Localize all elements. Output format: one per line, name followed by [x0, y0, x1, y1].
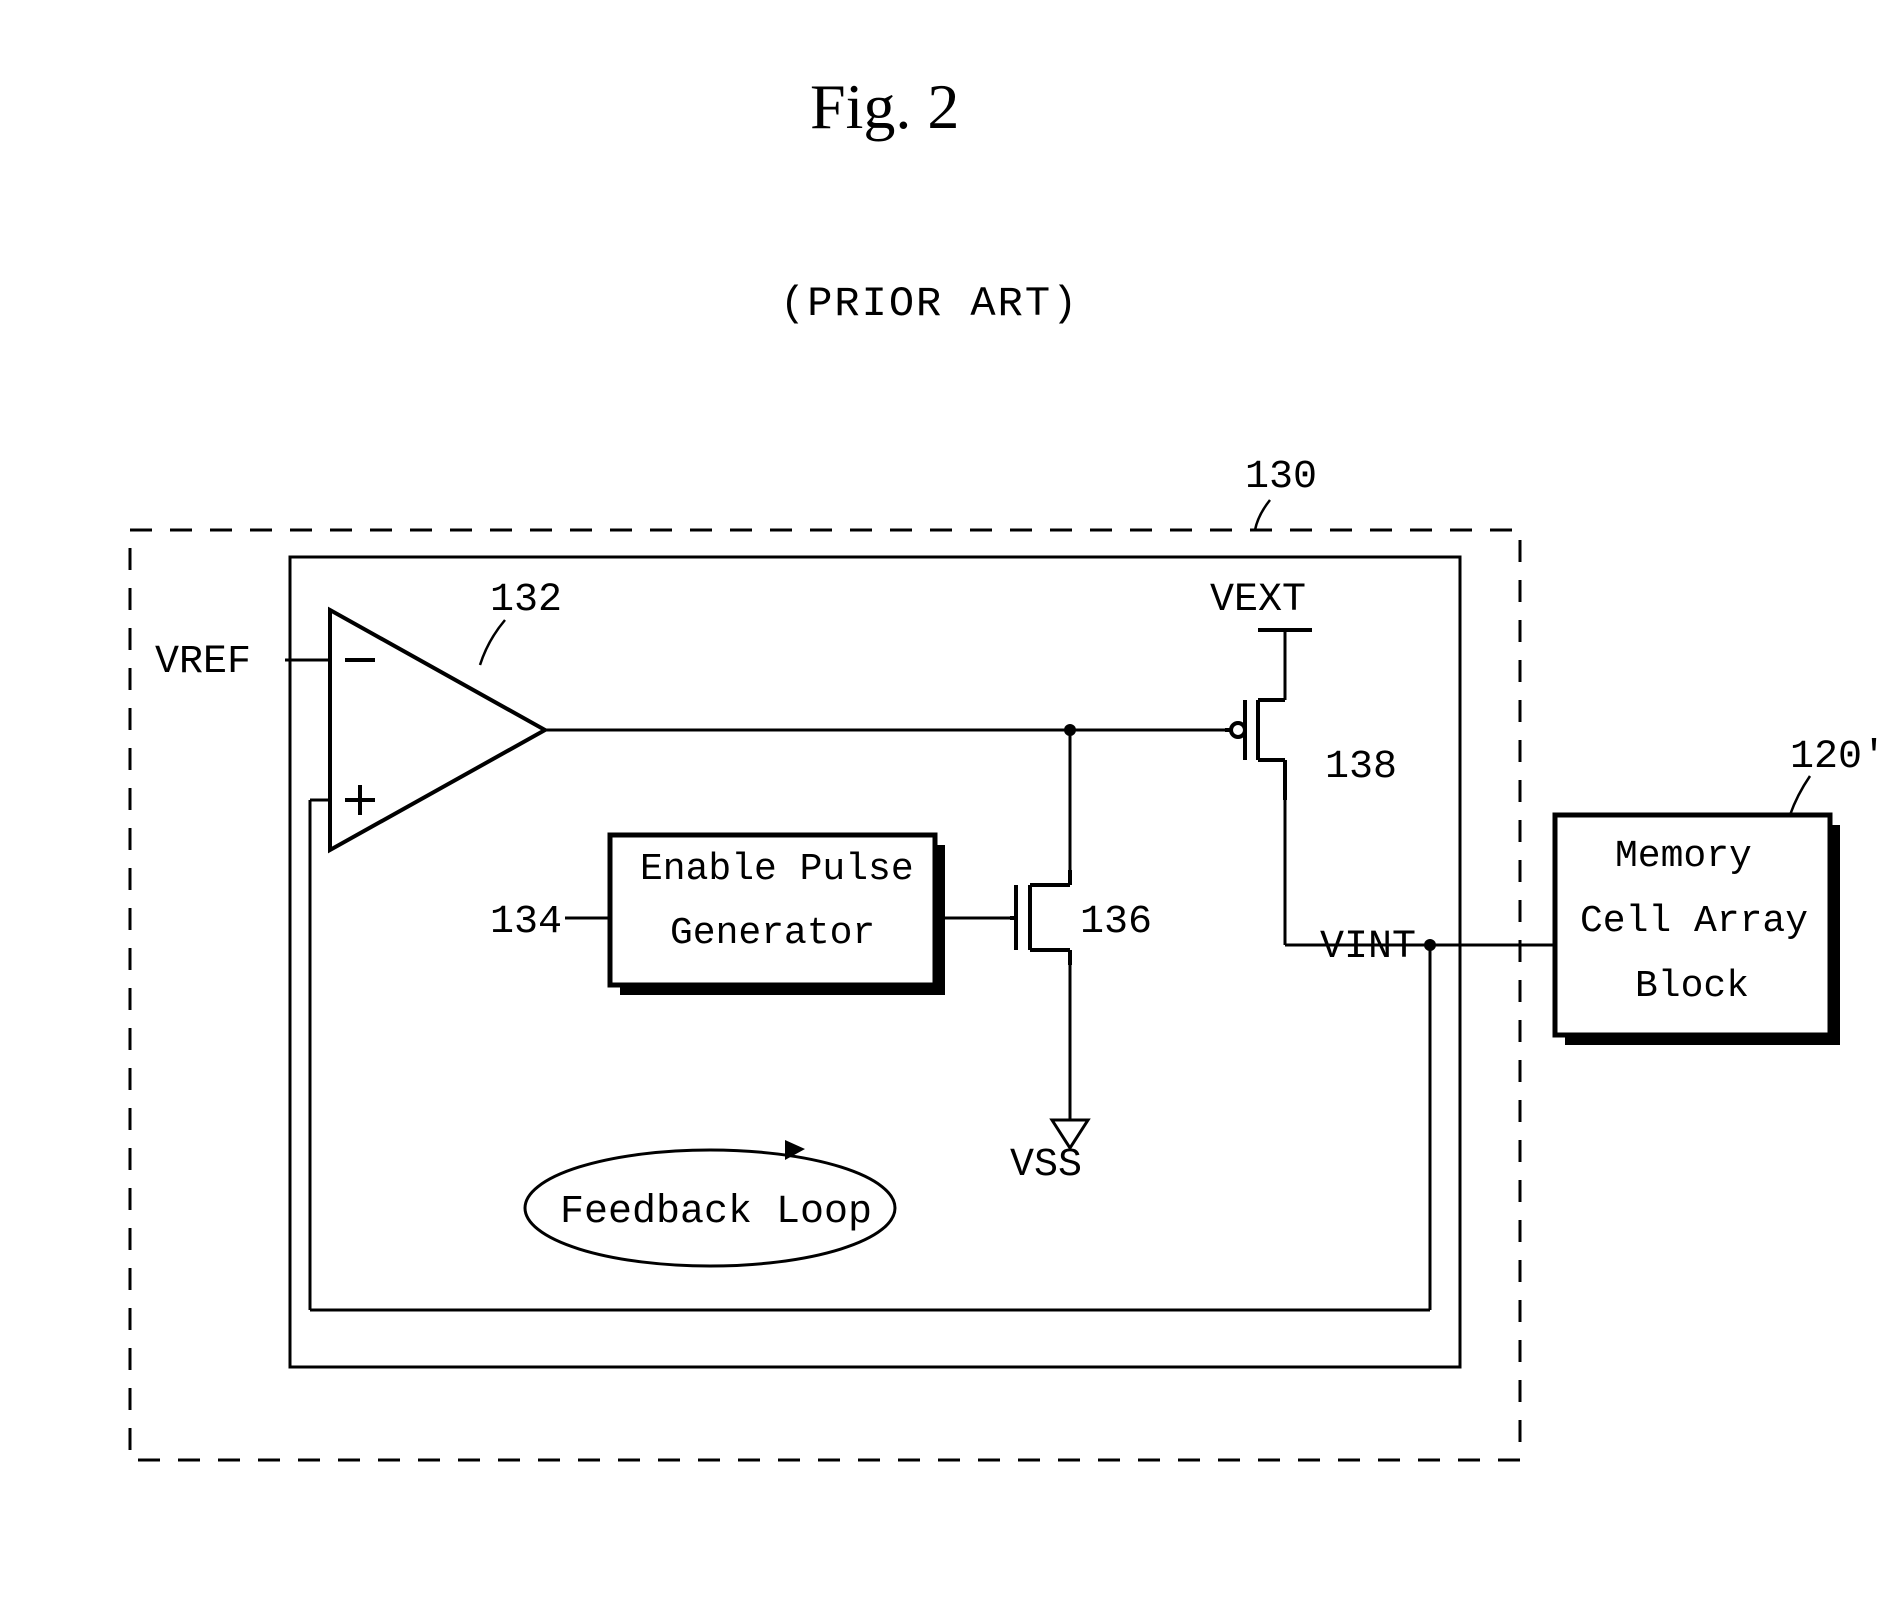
refnum-138: 138	[1325, 745, 1397, 790]
label-memory-line3: Block	[1635, 965, 1749, 1008]
schematic-svg	[0, 0, 1885, 1599]
label-enable-line2: Generator	[670, 912, 875, 955]
pmos-transistor	[1225, 700, 1285, 800]
leader-132	[480, 620, 505, 665]
label-vss: VSS	[1010, 1143, 1082, 1188]
nmos-transistor	[1010, 870, 1070, 965]
refnum-136: 136	[1080, 900, 1152, 945]
label-vext: VEXT	[1210, 578, 1306, 623]
opamp-triangle	[330, 610, 545, 850]
label-memory-line1: Memory	[1615, 835, 1752, 878]
node-vint	[1424, 939, 1436, 951]
refnum-130: 130	[1245, 455, 1317, 500]
diagram-canvas: Fig. 2 (PRIOR ART)	[0, 0, 1885, 1599]
refnum-120prime: 120'	[1790, 735, 1885, 780]
refnum-134: 134	[490, 900, 562, 945]
label-feedback-loop: Feedback Loop	[560, 1190, 872, 1235]
label-vint: VINT	[1320, 925, 1416, 970]
refnum-132: 132	[490, 578, 562, 623]
node-nmos-drain	[1064, 724, 1076, 736]
label-memory-line2: Cell Array	[1580, 900, 1808, 943]
label-vref: VREF	[155, 640, 251, 685]
leader-120	[1790, 776, 1810, 815]
label-enable-line1: Enable Pulse	[640, 848, 914, 891]
leader-130	[1255, 500, 1270, 530]
